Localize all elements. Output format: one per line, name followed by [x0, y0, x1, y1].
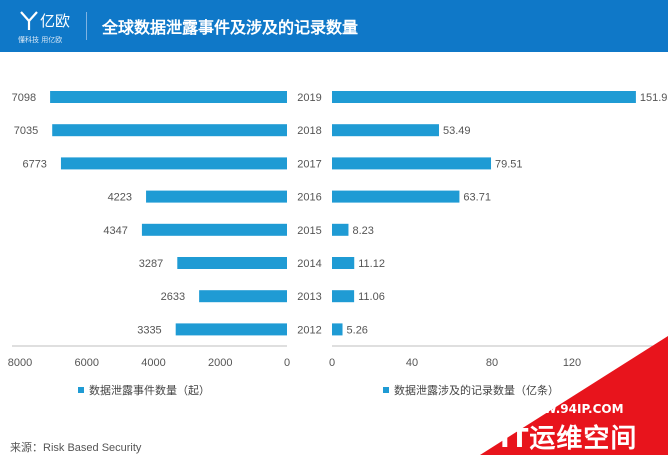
- left-bar-label-2015: 4347: [103, 225, 127, 237]
- left-tick-6000: 6000: [75, 357, 99, 369]
- brand-name: 亿欧: [40, 12, 71, 30]
- logo-mark-icon: [20, 11, 38, 30]
- right-bar-label-2019: 151.95: [640, 92, 668, 104]
- right-tick-40: 40: [406, 357, 418, 369]
- right-bar-label-2016: 63.71: [463, 192, 491, 204]
- left-bar-label-2012: 3335: [137, 324, 161, 336]
- header-banner: 亿欧 懂科技 用亿欧 全球数据泄露事件及涉及的记录数量: [0, 0, 668, 52]
- category-label-2014: 2014: [297, 258, 321, 270]
- watermark-url: WWW.94IP.COM: [517, 402, 624, 416]
- left-bar-label-2019: 7098: [12, 92, 36, 104]
- left-tick-0: 0: [284, 357, 290, 369]
- right-bar-2013: [332, 290, 355, 303]
- category-label-2018: 2018: [297, 125, 321, 137]
- right-bar-label-2015: 8.23: [352, 225, 373, 237]
- category-label-2012: 2012: [297, 324, 321, 336]
- yiou-logo: 亿欧 懂科技 用亿欧: [18, 7, 78, 47]
- right-bar-2019: [332, 91, 636, 103]
- right-tick-120: 120: [563, 357, 581, 369]
- right-legend-swatch: [383, 387, 389, 393]
- right-legend-label: 数据泄露涉及的记录数量（亿条）: [394, 383, 559, 397]
- right-bar-2014: [332, 257, 355, 269]
- left-tick-8000: 8000: [8, 357, 32, 369]
- right-bar-label-2017: 79.51: [495, 158, 523, 170]
- right-bar-2017: [332, 157, 492, 170]
- left-bar-2015: [141, 223, 287, 236]
- left-bar-2013: [199, 290, 287, 303]
- page-title: 全球数据泄露事件及涉及的记录数量: [102, 18, 359, 37]
- left-bar-label-2017: 6773: [22, 158, 46, 170]
- left-bar-label-2016: 4223: [108, 192, 132, 204]
- left-bar-label-2014: 3287: [139, 258, 163, 270]
- left-bar-label-2013: 2633: [161, 291, 185, 303]
- category-label-2016: 2016: [297, 192, 321, 204]
- left-bar-2019: [50, 91, 287, 103]
- left-bar-2018: [52, 124, 287, 137]
- right-tick-80: 80: [486, 357, 498, 369]
- source-note: 来源：Risk Based Security: [10, 442, 142, 454]
- header-divider: [86, 12, 87, 40]
- left-legend-swatch: [78, 387, 84, 393]
- left-bar-2014: [177, 257, 287, 269]
- right-bar-2015: [332, 223, 349, 236]
- right-tick-0: 0: [329, 357, 335, 369]
- right-bar-label-2012: 5.26: [347, 324, 368, 336]
- right-bar-label-2013: 11.06: [358, 291, 385, 303]
- right-bar-2018: [332, 124, 439, 137]
- left-bar-2017: [60, 157, 287, 170]
- left-bar-label-2018: 7035: [14, 125, 38, 137]
- right-bar-2012: [332, 323, 343, 336]
- left-tick-4000: 4000: [141, 357, 165, 369]
- watermark-name: IT运维空间: [500, 424, 638, 454]
- brand-tagline: 懂科技 用亿欧: [18, 36, 63, 44]
- right-bar-label-2018: 53.49: [443, 125, 471, 137]
- category-label-2019: 2019: [297, 92, 321, 104]
- left-bar-2016: [146, 190, 287, 203]
- category-label-2013: 2013: [297, 291, 321, 303]
- left-legend-label: 数据泄露事件数量（起）: [89, 383, 210, 397]
- right-bar-label-2014: 11.12: [358, 258, 385, 270]
- category-label-2017: 2017: [297, 158, 321, 170]
- left-bar-2012: [175, 323, 287, 336]
- left-tick-2000: 2000: [208, 357, 232, 369]
- category-label-2015: 2015: [297, 225, 321, 237]
- right-bar-2016: [332, 190, 460, 203]
